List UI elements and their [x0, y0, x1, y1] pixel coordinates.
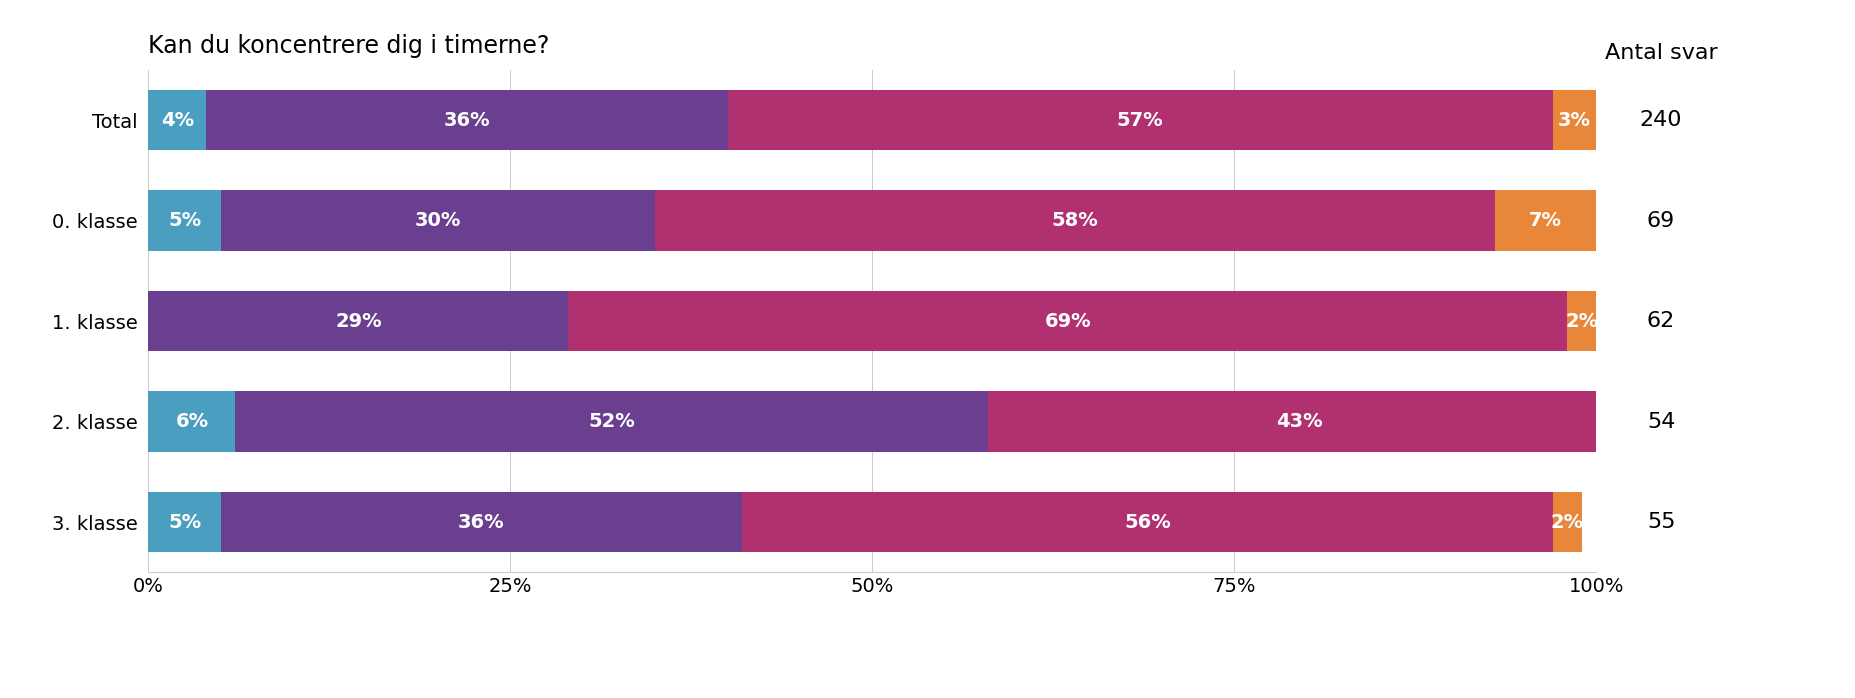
Text: 69: 69 — [1645, 211, 1675, 230]
Text: 55: 55 — [1645, 512, 1675, 532]
Text: 52%: 52% — [588, 412, 634, 431]
Bar — [1566, 291, 1595, 351]
Bar — [987, 392, 1610, 452]
Bar — [1553, 90, 1595, 150]
Text: 3%: 3% — [1556, 110, 1590, 130]
Bar — [206, 90, 727, 150]
Text: Kan du koncentrere dig i timerne?: Kan du koncentrere dig i timerne? — [148, 34, 549, 58]
Legend: Nej, Ja, nogle gange, Ja, for det meste, Ønsker ikke at svare: Nej, Ja, nogle gange, Ja, for det meste,… — [158, 692, 937, 698]
Bar — [742, 492, 1553, 552]
Text: 29%: 29% — [336, 311, 382, 331]
Text: 69%: 69% — [1044, 311, 1091, 331]
Bar — [236, 392, 987, 452]
Bar — [148, 90, 206, 150]
Text: 36%: 36% — [458, 512, 505, 532]
Text: 36%: 36% — [443, 110, 490, 130]
Bar — [727, 90, 1553, 150]
Text: 7%: 7% — [1529, 211, 1562, 230]
Bar — [148, 291, 568, 351]
Text: 5%: 5% — [169, 211, 200, 230]
Text: 62: 62 — [1645, 311, 1675, 331]
Bar — [221, 191, 655, 251]
Text: 2%: 2% — [1549, 512, 1582, 532]
Text: 2%: 2% — [1564, 311, 1597, 331]
Text: 57%: 57% — [1117, 110, 1163, 130]
Bar — [568, 291, 1566, 351]
Bar — [655, 191, 1493, 251]
Text: Antal svar: Antal svar — [1605, 43, 1716, 63]
Text: 5%: 5% — [169, 512, 200, 532]
Text: 240: 240 — [1640, 110, 1681, 130]
Bar — [148, 191, 221, 251]
Bar — [1493, 191, 1595, 251]
Text: 56%: 56% — [1124, 512, 1171, 532]
Text: 58%: 58% — [1052, 211, 1098, 230]
Text: 6%: 6% — [174, 412, 208, 431]
Bar — [1553, 492, 1580, 552]
Text: 43%: 43% — [1276, 412, 1323, 431]
Text: 54: 54 — [1645, 412, 1675, 431]
Bar — [148, 392, 236, 452]
Bar — [221, 492, 742, 552]
Text: 4%: 4% — [161, 110, 195, 130]
Text: 30%: 30% — [416, 211, 460, 230]
Bar — [148, 492, 221, 552]
